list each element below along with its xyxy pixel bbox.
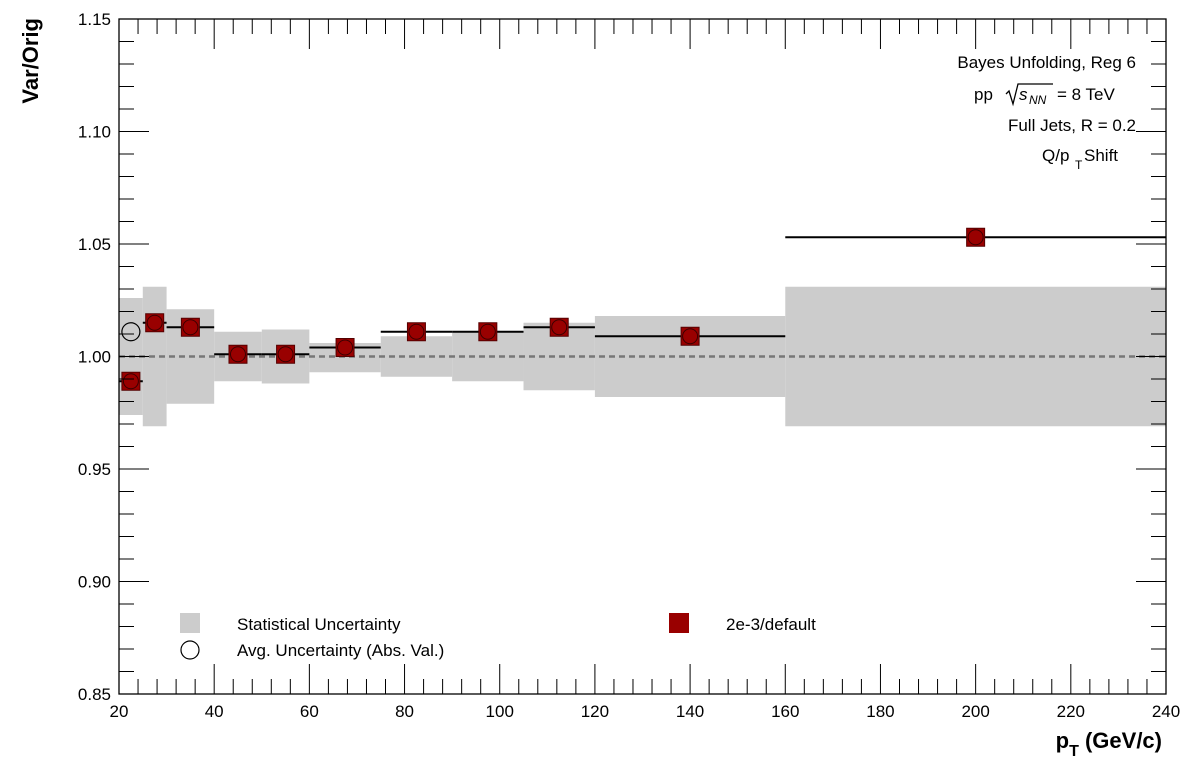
x-tick-label: 120 (581, 702, 609, 721)
y-tick-label: 1.00 (78, 348, 111, 367)
x-tick-label: 200 (961, 702, 989, 721)
x-tick-label: 80 (395, 702, 414, 721)
sqrt-sign (1005, 83, 1053, 107)
x-tick-label: 60 (300, 702, 319, 721)
legend-stat-label: Statistical Uncertainty (237, 615, 401, 634)
x-tick-labels: 20 40 60 80 100 120 140 160 180 200 220 240 (110, 702, 1181, 721)
data-point-core (182, 319, 199, 336)
x-tick-label: 180 (866, 702, 894, 721)
data-point-core (682, 328, 699, 345)
x-axis-title: pT (GeV/c) (1056, 728, 1162, 760)
data-point-core (146, 314, 163, 331)
annotation-shift-sub: T (1075, 158, 1083, 172)
y-tick-label: 1.10 (78, 123, 111, 142)
annotation-energy-suffix: = 8 TeV (1057, 85, 1115, 104)
annotation-shift-suffix: Shift (1084, 146, 1118, 165)
legend-series-label: 2e-3/default (726, 615, 816, 634)
legend-avg-marker (180, 640, 200, 660)
x-tick-label: 240 (1152, 702, 1180, 721)
annotation-energy-s: s (1019, 85, 1028, 104)
annotation-energy-prefix: pp (974, 85, 993, 104)
data-point-core (229, 346, 246, 363)
x-tick-label: 20 (110, 702, 129, 721)
x-tick-label: 40 (205, 702, 224, 721)
y-axis-title: Var/Orig (18, 18, 43, 104)
legend-avg-label: Avg. Uncertainty (Abs. Val.) (237, 641, 444, 660)
y-tick-label: 0.90 (78, 573, 111, 592)
data-point-core (479, 323, 496, 340)
x-tick-label: 140 (676, 702, 704, 721)
y-tick-label: 1.15 (78, 10, 111, 29)
data-point-core (967, 229, 984, 246)
x-axis-title-sub: T (1069, 743, 1079, 760)
x-tick-label: 220 (1057, 702, 1085, 721)
legend: Statistical Uncertainty Avg. Uncertainty… (180, 613, 816, 660)
y-tick-labels: 0.85 0.90 0.95 1.00 1.05 1.10 1.15 (78, 10, 111, 704)
legend-series-marker (669, 613, 689, 633)
annotation-shift: Q/p T Shift (1042, 146, 1118, 172)
data-point-core (408, 323, 425, 340)
annotation-method: Bayes Unfolding, Reg 6 (957, 53, 1136, 72)
annotation-shift-prefix: Q/p (1042, 146, 1069, 165)
data-point-core (337, 339, 354, 356)
data-point-core (122, 373, 139, 390)
x-axis-title-unit: (GeV/c) (1079, 728, 1162, 753)
legend-stat-swatch (180, 613, 200, 633)
plot-frame (118, 18, 1167, 695)
data-point-core (277, 346, 294, 363)
x-axis-title-p: p (1056, 728, 1069, 753)
annotation-energy-sub: NN (1029, 93, 1047, 107)
annotation-jets: Full Jets, R = 0.2 (1008, 116, 1136, 135)
avg-uncertainty-marker (121, 322, 141, 342)
y-tick-label: 0.95 (78, 460, 111, 479)
annotation-energy: pp s NN = 8 TeV (974, 83, 1115, 107)
x-tick-label: 160 (771, 702, 799, 721)
series-markers (121, 227, 986, 391)
y-tick-label: 0.85 (78, 685, 111, 704)
data-point-core (551, 319, 568, 336)
x-tick-label: 100 (486, 702, 514, 721)
y-tick-label: 1.05 (78, 235, 111, 254)
